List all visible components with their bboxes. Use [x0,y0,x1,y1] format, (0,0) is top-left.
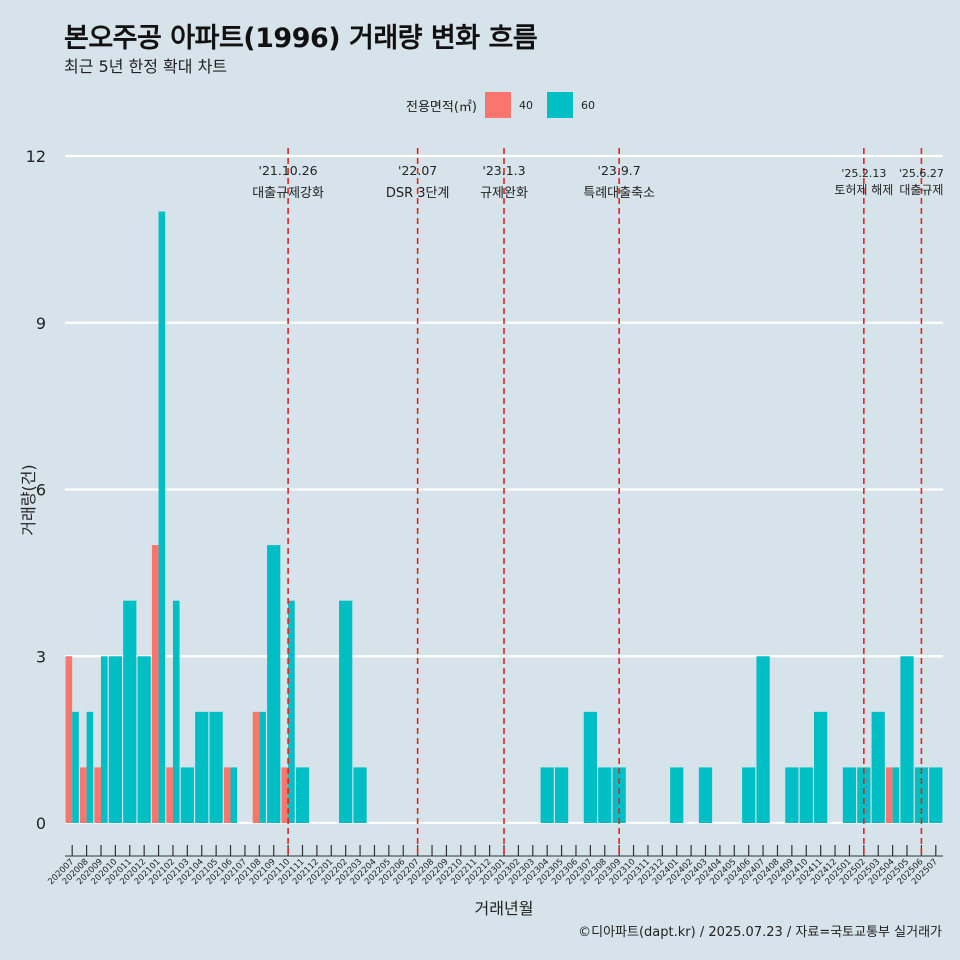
bar-60-202403 [698,767,713,823]
bar-60-202011 [123,600,137,823]
bar-60-202505 [900,656,914,823]
y-tick-label: 6 [36,481,46,500]
bar-60-202503 [871,711,885,823]
bar-60-202105 [209,711,223,823]
event-date-label: '23.1.3 [482,163,525,178]
bar-60-202506 [914,767,929,823]
bar-60-202111 [295,767,310,823]
bar-60-202407 [756,656,770,823]
bar-40-202102 [166,767,173,823]
y-tick-label: 0 [36,814,46,833]
page-title: 본오주공 아파트(1996) 거래량 변화 흐름 [64,23,538,54]
bar-60-202507 [929,767,943,823]
bar-60-202106 [230,767,238,823]
bar-60-202010 [108,656,122,823]
bar-60-202202 [339,600,353,823]
bar-60-202203 [353,767,367,823]
bar-60-202308 [598,767,612,823]
bar-60-202304 [540,767,554,823]
bar-40-202101 [151,545,159,823]
bar-40-202504 [886,767,893,823]
event-date-label: '25.2.13 [841,167,886,180]
bar-60-202502 [857,767,871,823]
bar-40-202110 [281,767,289,823]
bar-60-202103 [180,767,194,823]
y-axis-title: 거래량(건) [19,464,38,535]
bar-60-202411 [814,711,828,823]
bar-60-202012 [137,656,151,823]
bar-60-202109 [267,545,281,823]
event-name-label: DSR 3단계 [386,186,450,201]
event-name-label: 특례대출축소 [583,186,655,201]
event-name-label: 대출규제 [899,183,943,197]
page-subtitle: 최근 5년 한정 확대 차트 [64,57,228,76]
bar-60-202501 [842,767,857,823]
x-axis-title: 거래년월 [475,899,534,918]
event-name-label: 토허제 해제 [834,183,893,197]
bar-60-202102 [172,600,180,823]
event-date-label: '21.10.26 [259,163,318,178]
bar-40-202106 [223,767,231,823]
bar-60-202409 [785,767,799,823]
bar-40-202108 [252,711,260,823]
bar-60-202309 [612,767,626,823]
bar-60-202406 [742,767,756,823]
source-caption: ©디아파트(dapt.kr) / 2025.07.23 / 자료=국토교통부 실… [578,925,942,940]
bar-60-202410 [799,767,813,823]
bar-60-202504 [892,767,900,823]
bar-60-202104 [195,711,209,823]
legend-swatch-40 [484,92,511,118]
legend-label-60: 60 [580,98,595,112]
bar-60-202305 [554,767,569,823]
y-tick-label: 9 [36,314,46,333]
y-tick-label: 12 [26,147,46,166]
event-date-label: '23.9.7 [598,163,641,178]
bar-60-202007 [72,711,79,823]
bar-60-202307 [583,711,597,823]
event-date-label: '25.6.27 [899,167,944,180]
event-name-label: 규제완화 [480,186,528,201]
legend-swatch-60 [546,92,573,118]
bar-40-202009 [94,767,101,823]
bar-40-202007 [65,656,73,823]
bar-60-202401 [670,767,684,823]
legend: 전용면적(㎡) 40 60 [406,92,609,118]
bar-60-202008 [86,711,94,823]
legend-label-40: 40 [518,98,533,112]
y-tick-label: 3 [36,647,46,666]
bar-40-202008 [79,767,87,823]
bar-60-202101 [158,211,166,824]
event-date-label: '22.07 [398,163,437,178]
event-name-label: 대출규제강화 [252,186,324,201]
bar-60-202009 [100,656,108,823]
legend-title: 전용면적(㎡) [406,99,477,115]
bar-60-202108 [259,711,266,823]
bar-60-202110 [288,600,295,823]
